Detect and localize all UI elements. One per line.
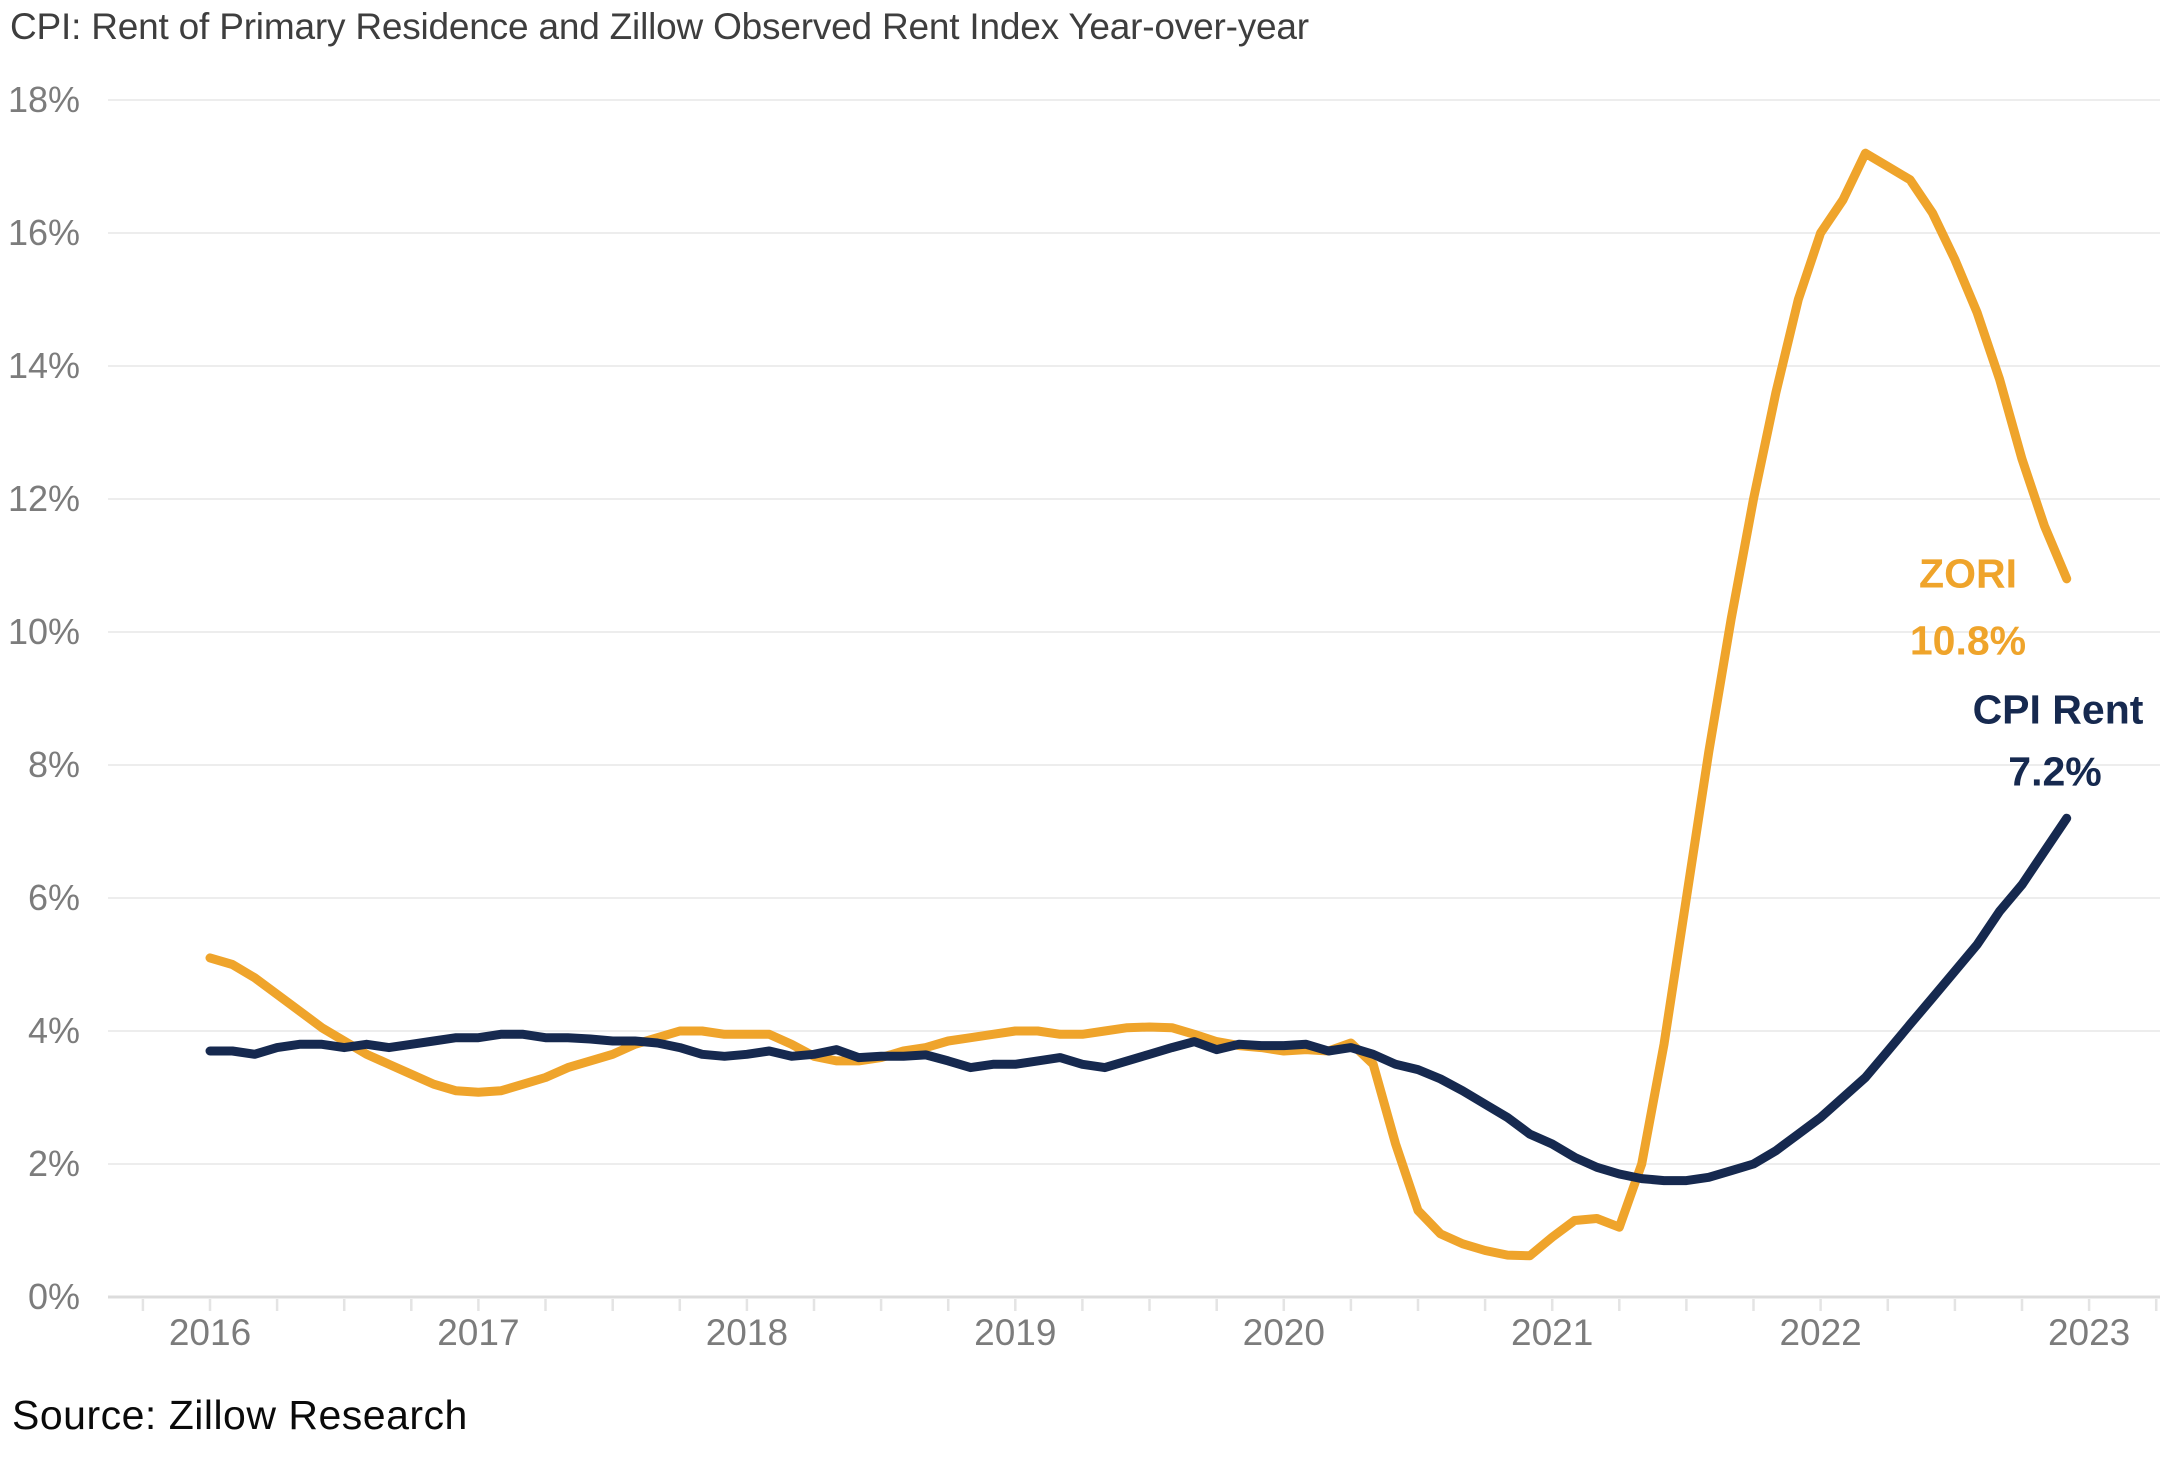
cpi-rent-series-value: 7.2% [2008,748,2102,795]
y-axis-label: 8% [27,744,80,785]
x-axis-label: 2018 [705,1312,789,1353]
source-attribution: Source: Zillow Research [12,1392,468,1438]
y-axis-label: 12% [7,478,80,519]
cpi-rent-line [205,813,2072,1186]
x-axis-label: 2017 [437,1312,520,1353]
zori-line [205,148,2072,1261]
y-axis-label: 16% [7,212,80,253]
cpi-rent-series-label: CPI Rent [1972,686,2144,733]
x-axis-label: 2020 [1242,1312,1325,1353]
y-axis-label: 4% [27,1010,80,1051]
y-axis-label: 6% [27,877,80,918]
x-axis-label: 2016 [168,1312,252,1353]
y-axis-label: 0% [27,1276,80,1317]
x-axis-label: 2022 [1779,1312,1862,1353]
x-axis-label: 2019 [974,1312,1057,1353]
y-axis-label: 18% [7,79,80,120]
y-axis-label: 2% [27,1143,80,1184]
y-axis-label: 14% [7,345,80,386]
zori-series-label: ZORI [1919,550,2017,597]
zori-series-value: 10.8% [1909,617,2027,664]
x-axis-label: 2023 [2047,1312,2131,1353]
y-axis-label: 10% [7,611,80,652]
x-axis-label: 2021 [1511,1312,1594,1353]
chart-title: CPI: Rent of Primary Residence and Zillo… [10,6,1309,47]
